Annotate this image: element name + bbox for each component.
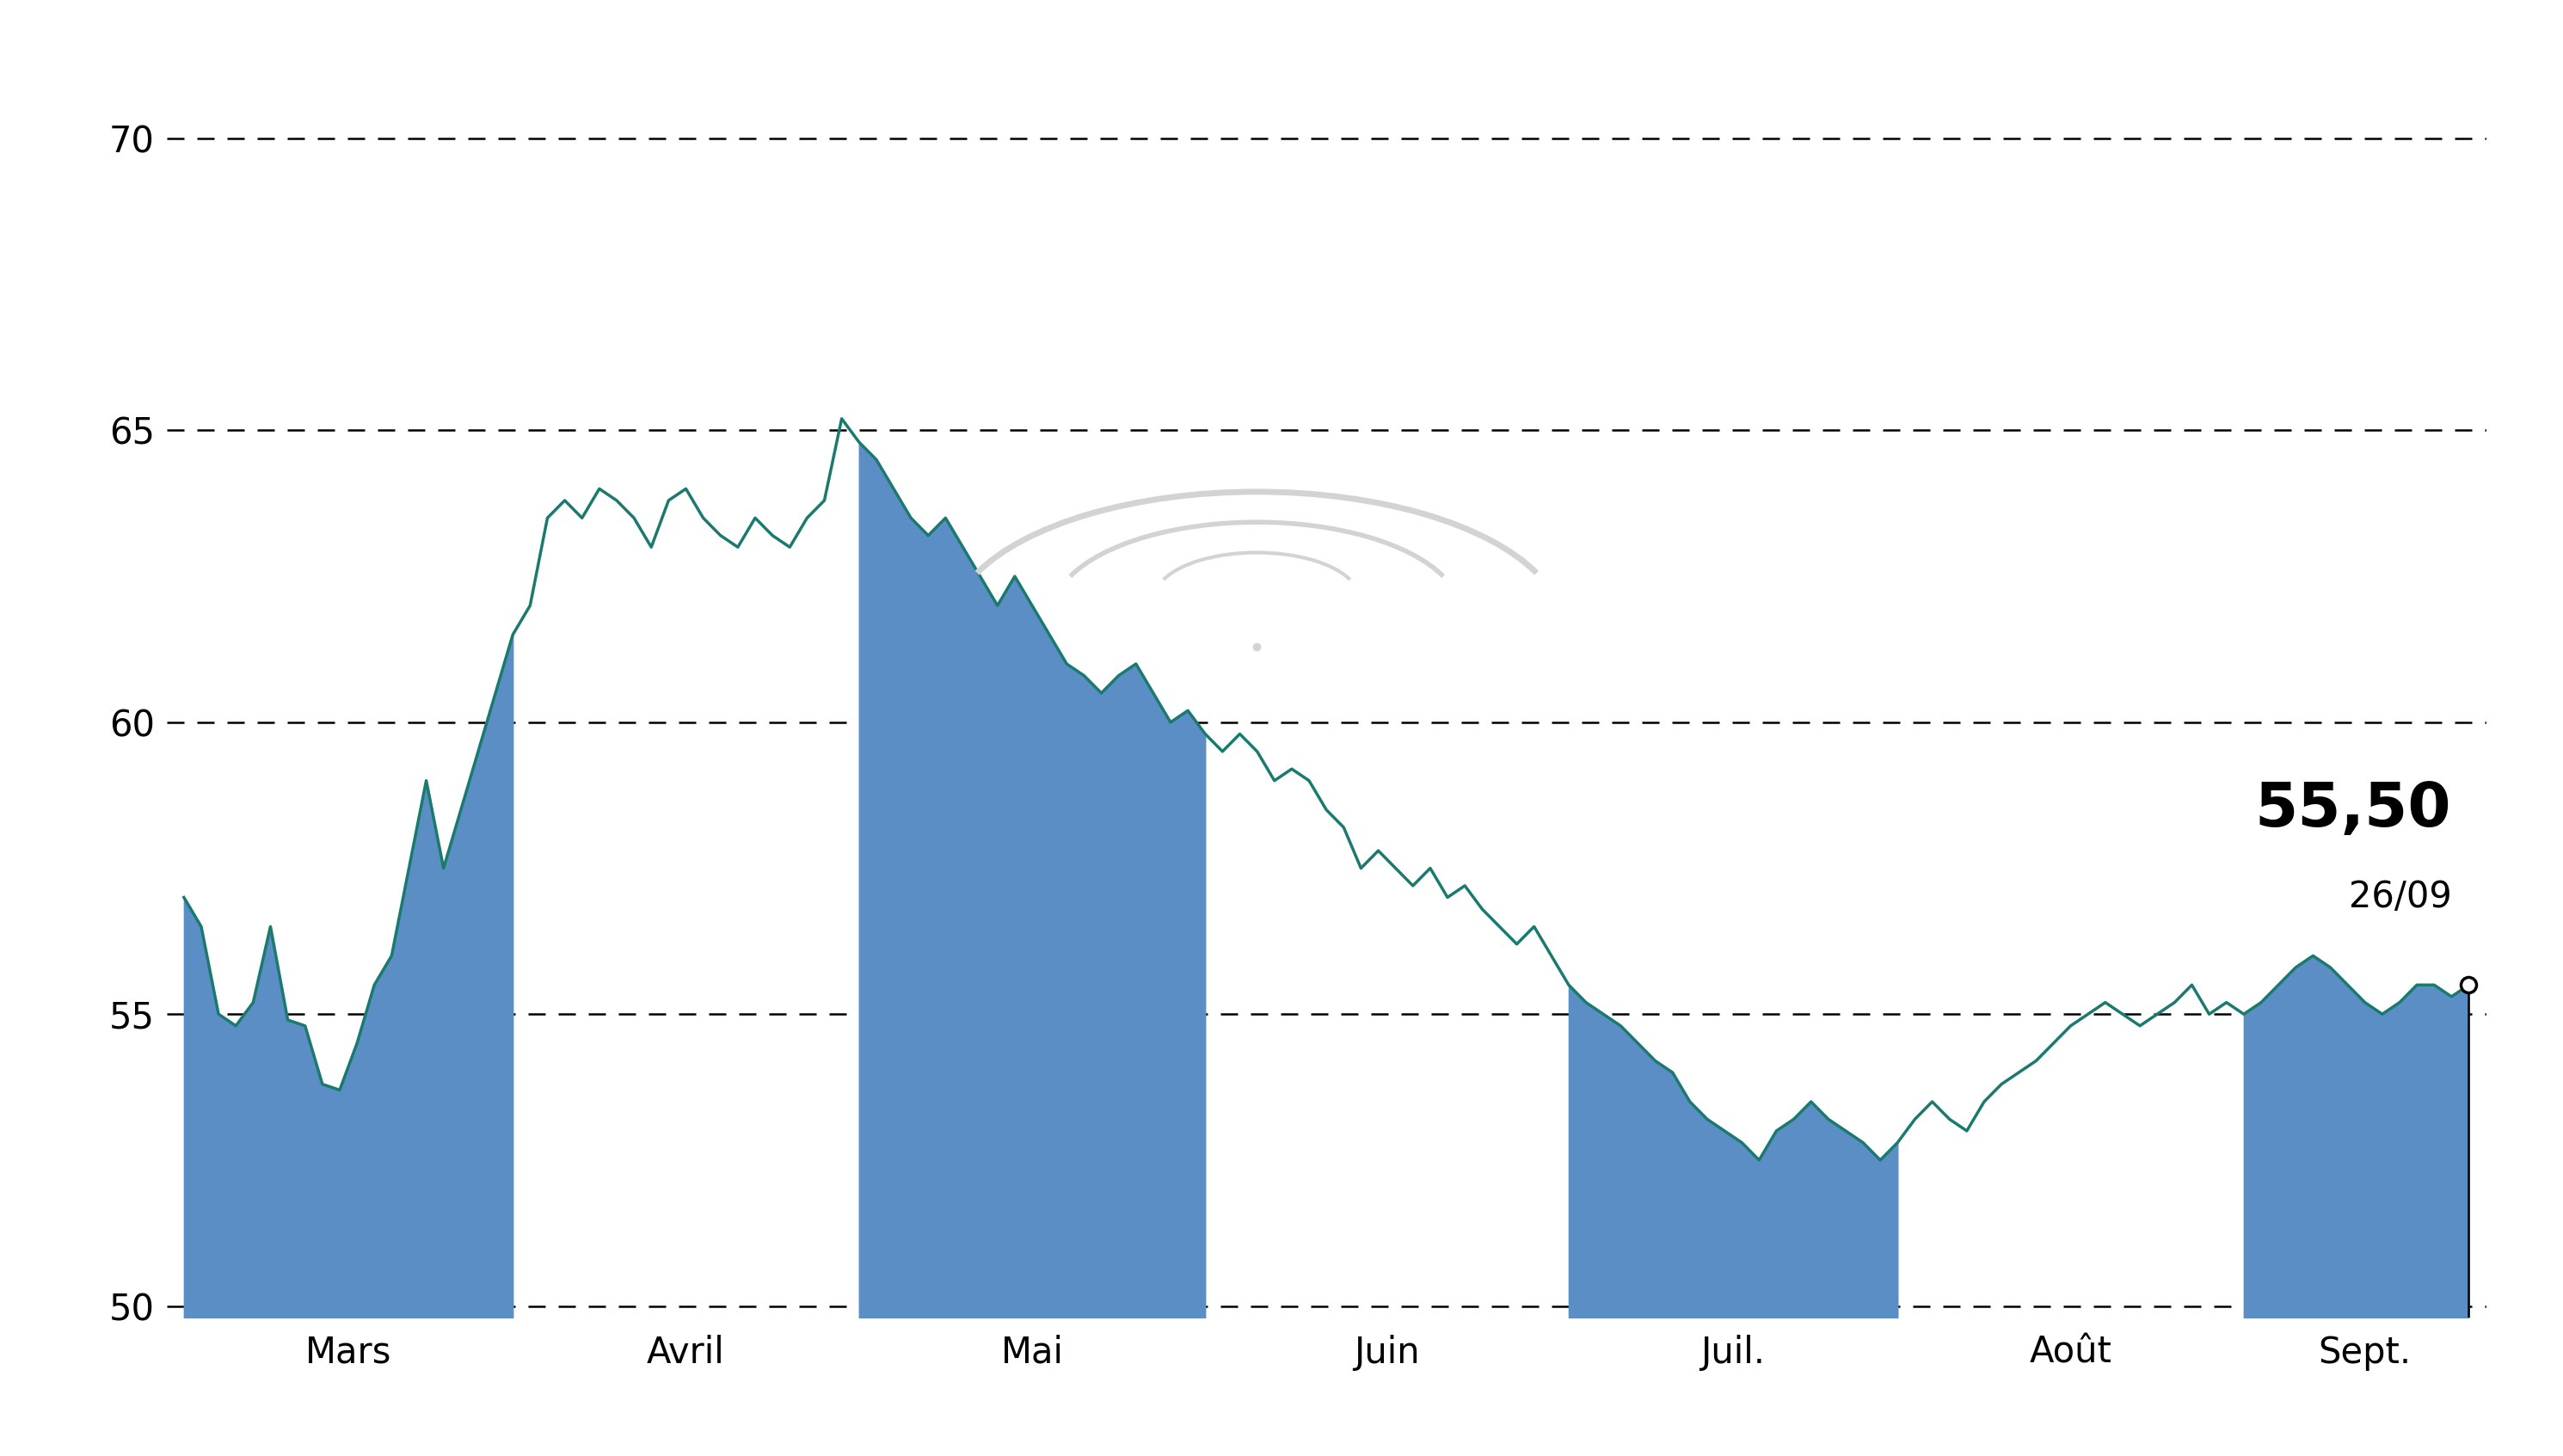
Text: CRCAM LOIRE HTE L.: CRCAM LOIRE HTE L. (730, 17, 1833, 111)
Text: 55,50: 55,50 (2255, 780, 2450, 840)
Text: 26/09: 26/09 (2348, 879, 2450, 916)
